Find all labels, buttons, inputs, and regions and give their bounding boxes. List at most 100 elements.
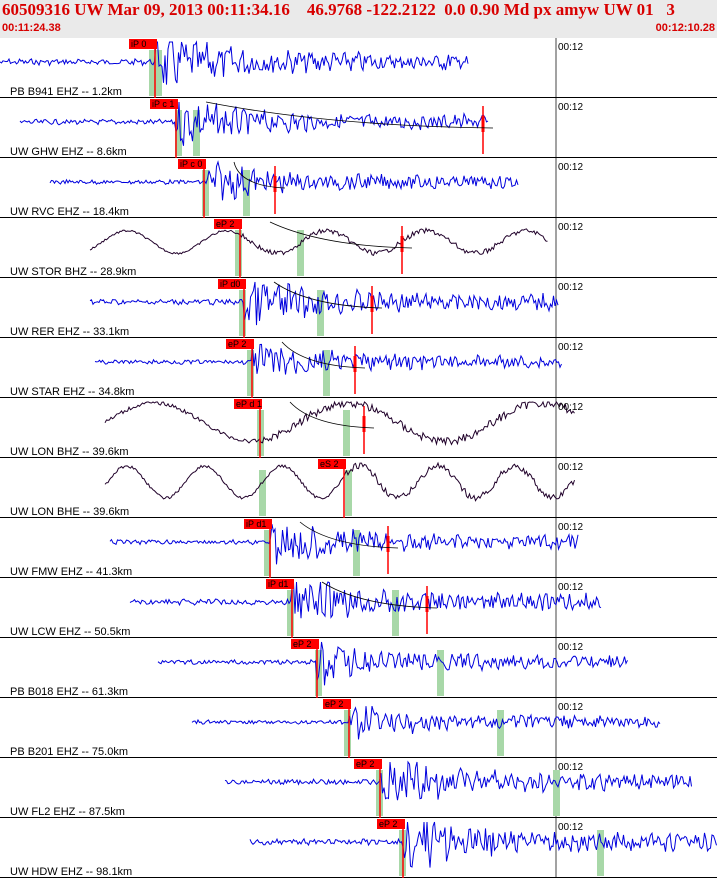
svg-text:eP 2: eP 2 — [293, 639, 311, 649]
trace-row[interactable]: iP d1 00:12 UW LCW EHZ -- 50.5km — [0, 579, 717, 638]
time-tick-label: 00:12 — [558, 42, 583, 53]
end-time: 00:12:10.28 — [655, 22, 715, 34]
phase-label[interactable]: eP 2 — [214, 219, 242, 229]
coda-curve — [273, 281, 383, 309]
trace-row[interactable]: eP 2 00:12 PB B201 EHZ -- 75.0km — [0, 699, 717, 758]
pick-window — [392, 590, 399, 636]
station-label: PB B201 EHZ -- 75.0km — [10, 746, 128, 758]
time-tick-label: 00:12 — [558, 582, 583, 593]
station-label: UW RER EHZ -- 33.1km — [10, 326, 129, 338]
waveform — [249, 821, 717, 868]
svg-text:iP c 1: iP c 1 — [152, 99, 174, 109]
pick-window — [247, 350, 254, 396]
station-label: UW LON BHZ -- 39.6km — [10, 446, 129, 458]
seismogram-panel[interactable]: iP 0 00:12 PB B941 EHZ -- 1.2km iP c 1 00:12… — [0, 38, 717, 878]
trace-row[interactable]: iP d0 00:12 UW RER EHZ -- 33.1km — [0, 279, 717, 338]
station-label: UW FL2 EHZ -- 87.5km — [10, 806, 125, 818]
waveform — [19, 101, 489, 146]
coda-curve — [281, 341, 366, 369]
pick-window — [345, 470, 352, 516]
phase-label[interactable]: iP d1 — [244, 519, 272, 529]
phase-label[interactable]: iP d1 — [266, 579, 294, 589]
station-label: UW RVC EHZ -- 18.4km — [10, 206, 129, 218]
coda-curve — [289, 401, 375, 429]
pick-window — [243, 170, 250, 216]
pick-window — [155, 50, 162, 96]
pick-window — [259, 470, 266, 516]
time-tick-label: 00:12 — [558, 282, 583, 293]
phase-label[interactable]: iP d0 — [218, 279, 246, 289]
phase-label[interactable]: iP c 0 — [178, 159, 206, 169]
pick-window — [597, 830, 604, 876]
time-tick-label: 00:12 — [558, 342, 583, 353]
pick-window — [553, 770, 560, 816]
time-tick-label: 00:12 — [558, 762, 583, 773]
pick-window — [264, 530, 271, 576]
pick-window — [437, 650, 444, 696]
trace-row[interactable]: eP 2 00:12 UW STOR BHZ -- 28.9km — [0, 219, 717, 278]
waveform — [104, 461, 575, 502]
waveform — [94, 343, 562, 375]
trace-row[interactable]: eP 2 00:12 UW HDW EHZ -- 98.1km — [0, 819, 717, 878]
header-bar: 60509316 UW Mar 09, 2013 00:11:34.16 46.… — [0, 0, 717, 38]
phase-label[interactable]: eP 2 — [323, 699, 351, 709]
svg-text:iP 0: iP 0 — [131, 39, 146, 49]
trace-row[interactable]: iP c 0 00:12 UW RVC EHZ -- 18.4km — [0, 159, 717, 218]
pick-window — [239, 290, 246, 336]
station-label: UW FMW EHZ -- 41.3km — [10, 566, 132, 578]
coda-curve — [205, 101, 494, 129]
svg-text:iP d0: iP d0 — [220, 279, 240, 289]
phase-label[interactable]: iP 0 — [129, 39, 157, 49]
coda-curve — [299, 521, 399, 549]
phase-label[interactable]: eP d 1 — [234, 399, 262, 409]
trace-row[interactable]: eP 2 00:12 UW FL2 EHZ -- 87.5km — [0, 759, 717, 818]
coda-curve — [321, 581, 438, 609]
time-tick-label: 00:12 — [558, 462, 583, 473]
coda-curve — [269, 221, 413, 249]
time-tick-label: 00:12 — [558, 102, 583, 113]
station-label: UW STAR EHZ -- 34.8km — [10, 386, 134, 398]
pick-window — [323, 350, 330, 396]
svg-text:eP d 1: eP d 1 — [236, 399, 262, 409]
waveform — [89, 227, 548, 256]
trace-row[interactable]: eP 2 00:12 PB B018 EHZ -- 61.3km — [0, 639, 717, 698]
pick-window — [149, 50, 156, 96]
svg-text:eS 2: eS 2 — [320, 459, 339, 469]
pick-window — [497, 710, 504, 756]
coda-pick-marker — [362, 416, 366, 432]
waveform — [157, 641, 628, 686]
svg-text:eP 2: eP 2 — [325, 699, 343, 709]
phase-label[interactable]: eP 2 — [377, 819, 405, 829]
waveform — [89, 281, 559, 326]
pick-window — [202, 170, 209, 216]
phase-label[interactable]: eS 2 — [318, 459, 346, 469]
coda-pick-marker — [400, 236, 404, 252]
time-tick-label: 00:12 — [558, 222, 583, 233]
pick-window — [353, 530, 360, 576]
station-label: UW HDW EHZ -- 98.1km — [10, 866, 132, 878]
time-tick-label: 00:12 — [558, 822, 583, 833]
coda-pick-marker — [370, 296, 374, 312]
phase-label[interactable]: iP c 1 — [150, 99, 178, 109]
phase-label[interactable]: eP 2 — [226, 339, 254, 349]
svg-text:eP 2: eP 2 — [356, 759, 374, 769]
trace-row[interactable]: eP 2 00:12 UW STAR EHZ -- 34.8km — [0, 339, 717, 398]
waveform — [49, 160, 519, 201]
pick-window — [297, 230, 304, 276]
time-tick-label: 00:12 — [558, 522, 583, 533]
start-time: 00:11:24.38 — [2, 22, 61, 34]
waveform — [224, 760, 692, 801]
trace-row[interactable]: iP c 1 00:12 UW GHW EHZ -- 8.6km — [0, 99, 717, 158]
trace-row[interactable]: iP d1 00:12 UW FMW EHZ -- 41.3km — [0, 519, 717, 578]
trace-row[interactable]: eP d 1 00:12 UW LON BHZ -- 39.6km — [0, 399, 717, 458]
svg-text:iP d1: iP d1 — [246, 519, 266, 529]
waveform — [104, 400, 575, 447]
phase-label[interactable]: eP 2 — [354, 759, 382, 769]
pick-window — [235, 230, 242, 276]
trace-row[interactable]: iP 0 00:12 PB B941 EHZ -- 1.2km — [0, 39, 717, 98]
waveform — [0, 40, 469, 85]
trace-row[interactable]: eS 2 00:12 UW LON BHE -- 39.6km — [0, 459, 717, 518]
phase-label[interactable]: eP 2 — [291, 639, 319, 649]
pick-window — [317, 290, 324, 336]
coda-pick-marker — [273, 176, 277, 192]
